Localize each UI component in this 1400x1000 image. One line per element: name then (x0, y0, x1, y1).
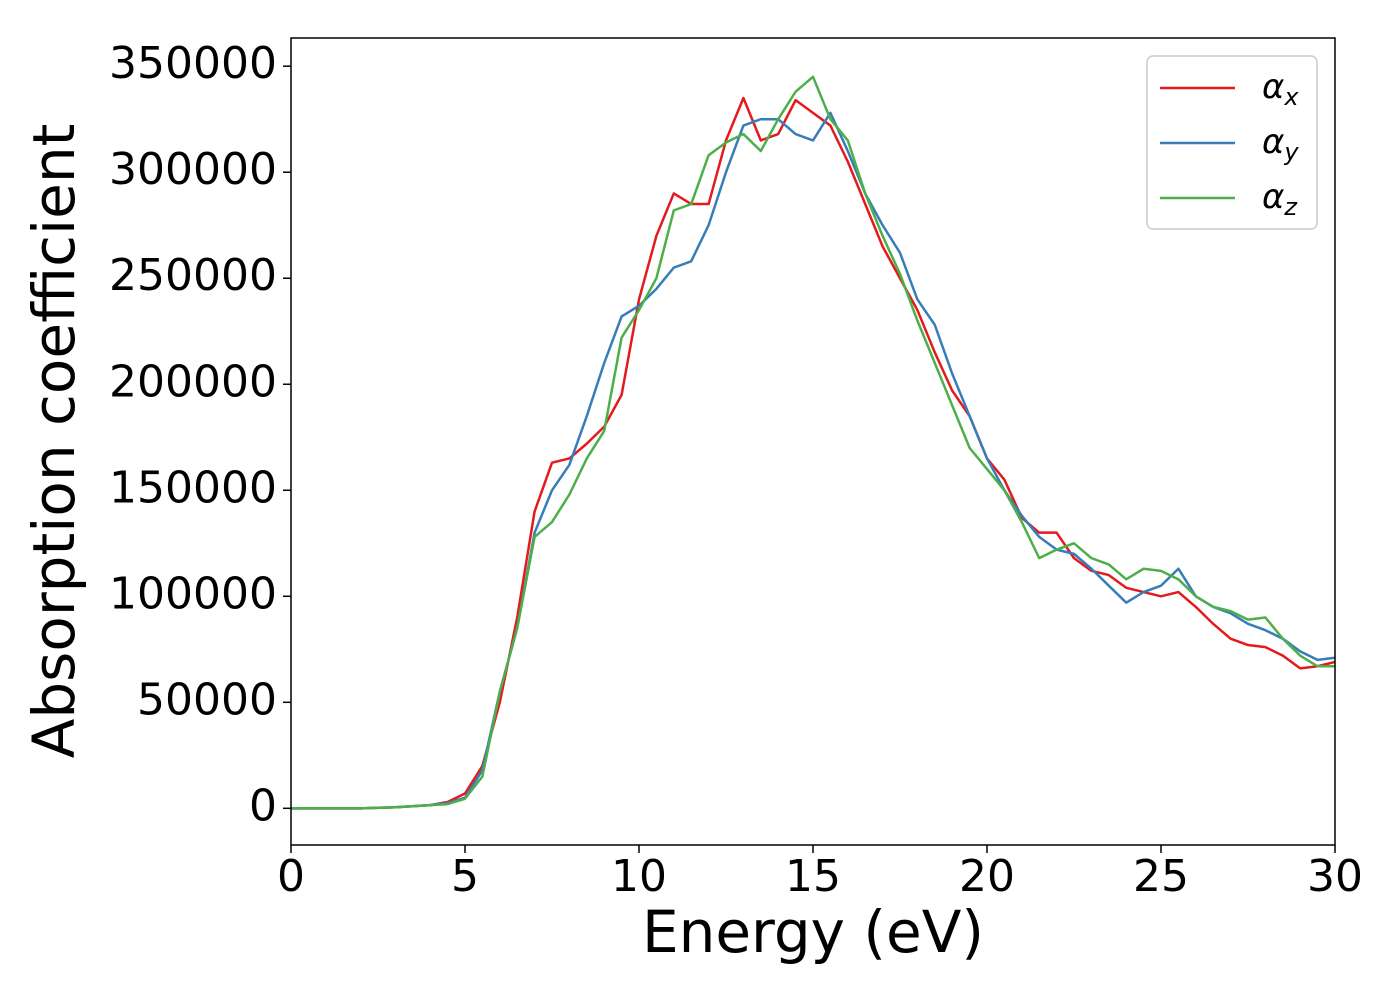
y-tick-label: 0 (249, 780, 277, 831)
series-line (291, 96, 1335, 810)
x-tick-label: 25 (1133, 851, 1189, 902)
legend: αx αy αz (1146, 55, 1318, 230)
y-axis-label: Absorption coefficient (20, 124, 88, 759)
x-tick-label: 5 (451, 851, 479, 902)
x-tick-label: 15 (785, 851, 841, 902)
y-tick-label: 300000 (109, 144, 277, 195)
y-tick-label: 250000 (109, 250, 277, 301)
x-axis-label: Energy (eV) (642, 898, 984, 966)
x-tick-label: 0 (277, 851, 305, 902)
y-tick-label: 100000 (109, 568, 277, 619)
legend-label: αy (1262, 122, 1299, 167)
legend-label: αz (1262, 177, 1298, 222)
x-tick-label: 10 (611, 851, 667, 902)
y-tick-label: 50000 (137, 674, 277, 725)
y-tick-label: 350000 (109, 38, 277, 89)
y-tick-label: 200000 (109, 356, 277, 407)
y-tick-label: 150000 (109, 462, 277, 513)
x-tick-label: 20 (959, 851, 1015, 902)
legend-label: αx (1262, 67, 1299, 112)
x-tick-label: 30 (1307, 851, 1363, 902)
series-line (291, 75, 1335, 810)
plot-frame (290, 37, 1336, 846)
